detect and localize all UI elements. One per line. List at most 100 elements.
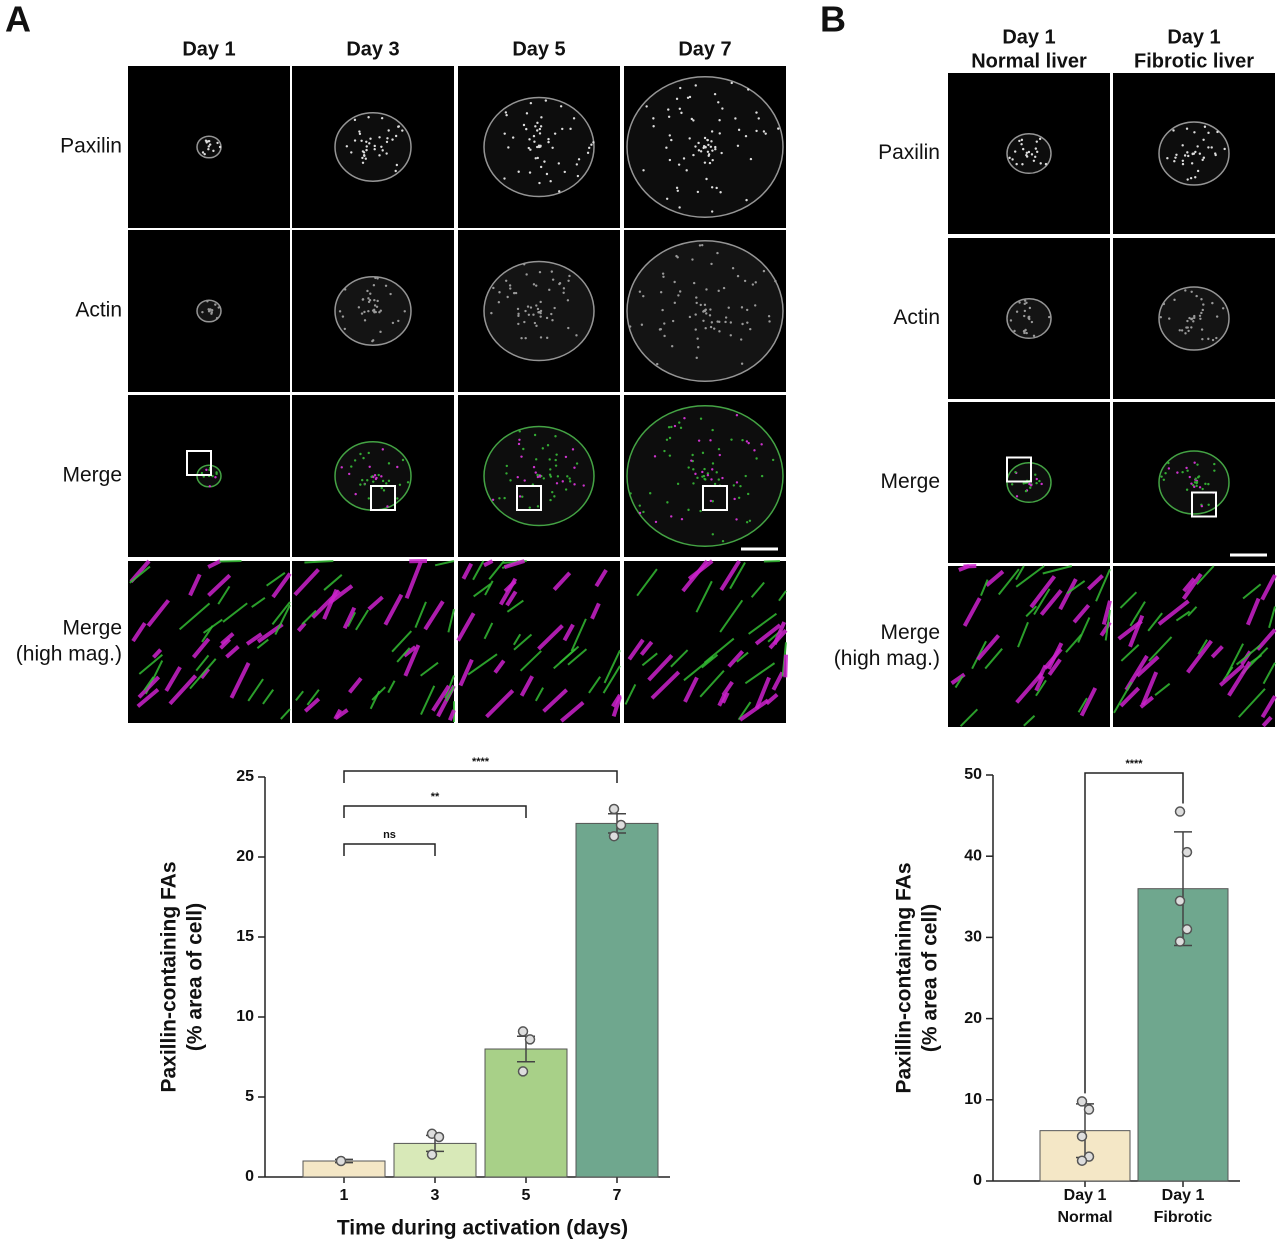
adhesion <box>512 291 516 295</box>
adhesion <box>498 497 501 500</box>
adhesion <box>563 170 566 174</box>
adhesion <box>1035 481 1038 485</box>
adhesion <box>1183 154 1187 157</box>
adhesion <box>642 510 645 514</box>
fiber <box>1120 643 1140 662</box>
adhesion <box>375 476 378 480</box>
adhesion <box>1204 482 1207 486</box>
adhesion <box>539 165 543 169</box>
adhesion <box>207 139 211 143</box>
adhesion <box>706 473 710 477</box>
adhesion <box>551 146 554 150</box>
adhesion <box>217 306 220 309</box>
adhesion <box>543 160 546 163</box>
adhesion <box>401 129 404 132</box>
adhesion <box>582 484 585 487</box>
fiber <box>1135 655 1160 678</box>
fiber <box>687 559 714 581</box>
adhesion <box>711 533 715 536</box>
adhesion <box>1025 331 1028 335</box>
adhesion <box>680 111 683 115</box>
fiber <box>1113 681 1133 714</box>
adhesion <box>562 291 565 294</box>
adhesion <box>506 295 509 299</box>
adhesion <box>694 84 697 87</box>
adhesion <box>1023 299 1027 302</box>
adhesion <box>523 320 526 324</box>
adhesion <box>548 473 552 476</box>
fiber <box>1140 671 1159 706</box>
fiber <box>245 632 263 646</box>
fiber <box>1015 565 1045 588</box>
fiber <box>293 568 320 597</box>
adhesion <box>1200 298 1203 301</box>
adhesion <box>743 279 747 283</box>
adhesion <box>670 425 673 429</box>
adhesion <box>676 482 680 486</box>
adhesion <box>491 498 495 501</box>
adhesion <box>536 505 540 508</box>
adhesion <box>755 129 758 133</box>
inset-box <box>186 450 212 476</box>
adhesion <box>557 162 561 165</box>
y-tick-label: 5 <box>245 1088 254 1105</box>
adhesion <box>1201 487 1204 491</box>
adhesion <box>1021 147 1025 151</box>
adhesion <box>517 312 520 316</box>
fiber <box>1262 662 1276 685</box>
fiber <box>505 590 518 607</box>
fiber <box>719 599 744 633</box>
adhesion <box>517 170 520 173</box>
adhesion <box>663 449 666 453</box>
adhesion <box>774 279 777 283</box>
adhesion <box>1008 156 1011 160</box>
data-point <box>608 803 620 815</box>
fiber <box>447 608 455 633</box>
fiber <box>754 676 771 710</box>
adhesion <box>1020 143 1023 146</box>
fiber <box>323 574 343 591</box>
adhesion <box>360 139 363 142</box>
fiber <box>1029 575 1057 609</box>
adhesion <box>520 336 523 340</box>
fiber <box>219 560 242 563</box>
adhesion <box>1023 302 1026 306</box>
adhesion <box>747 441 750 445</box>
fiber <box>1227 660 1252 697</box>
fiber <box>559 648 576 664</box>
adhesion <box>368 465 371 468</box>
adhesion <box>528 171 532 174</box>
adhesion <box>362 151 366 154</box>
adhesion <box>1191 152 1194 156</box>
adhesion <box>536 156 539 160</box>
adhesion <box>711 462 715 465</box>
micrograph <box>292 561 454 723</box>
adhesion <box>695 356 698 360</box>
adhesion <box>1187 154 1190 158</box>
adhesion <box>1174 156 1177 159</box>
adhesion <box>724 316 728 319</box>
adhesion <box>518 438 521 442</box>
adhesion <box>1021 163 1024 166</box>
cell-outline <box>334 112 412 182</box>
adhesion <box>539 311 542 315</box>
adhesion <box>516 475 519 479</box>
adhesion <box>1201 158 1204 162</box>
adhesion <box>754 281 757 284</box>
fiber <box>1066 580 1086 595</box>
column-header: Day 5 <box>512 38 565 60</box>
adhesion <box>535 304 538 307</box>
column-header: Fibrotic liver <box>1134 50 1254 72</box>
fiber <box>143 676 155 691</box>
adhesion <box>707 143 710 147</box>
adhesion <box>1198 486 1202 489</box>
adhesion <box>564 455 568 459</box>
adhesion <box>573 483 576 486</box>
adhesion <box>737 128 741 132</box>
adhesion <box>1202 138 1205 142</box>
column-header: Day 7 <box>678 38 731 60</box>
adhesion <box>377 473 380 477</box>
adhesion <box>358 132 362 136</box>
adhesion <box>509 479 512 482</box>
